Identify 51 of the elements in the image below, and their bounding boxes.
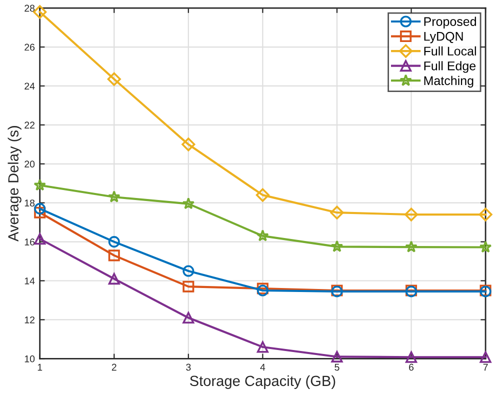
y-tick-label: 24 (24, 82, 35, 90)
point (182, 138, 196, 152)
x-tick-label: 1 (38, 364, 42, 371)
x-tick-label: 4 (260, 364, 266, 371)
y-tick-label: 14 (24, 278, 35, 284)
point (478, 208, 492, 222)
legend-label: LyDQN (424, 32, 463, 44)
x-axis-title: Storage Capacity (GB) (190, 375, 336, 389)
y-tick-label: 18 (24, 200, 35, 206)
y-tick-label: 12 (24, 316, 34, 324)
point (108, 273, 120, 285)
y-tick-label: 22 (24, 122, 34, 128)
point (34, 233, 46, 245)
point (330, 206, 344, 220)
point (108, 236, 120, 248)
point (182, 197, 195, 210)
y-tick-label: 28 (24, 4, 35, 12)
point (34, 202, 46, 214)
point (182, 312, 194, 324)
point (405, 240, 418, 252)
point (182, 265, 194, 277)
legend-label: Matching (424, 76, 474, 88)
point (479, 240, 492, 253)
x-tick-label: 6 (409, 364, 414, 371)
point (256, 341, 268, 353)
point (480, 351, 492, 363)
x-tick-label: 5 (334, 364, 340, 371)
point (34, 206, 46, 218)
point (34, 178, 46, 191)
y-tick-label: 10 (24, 355, 35, 362)
point (107, 72, 121, 86)
point (182, 280, 194, 292)
x-tick-label: 2 (112, 364, 116, 371)
x-tick-label: 3 (186, 364, 191, 371)
point (108, 250, 120, 262)
point (404, 208, 418, 222)
point (330, 240, 344, 252)
point (33, 5, 47, 19)
y-tick-label: 16 (24, 238, 35, 246)
point (108, 190, 120, 202)
point (256, 229, 269, 242)
legend-label: Full Edge (424, 61, 476, 73)
y-tick-label: 26 (24, 44, 35, 51)
y-tick-label: 20 (24, 160, 35, 168)
legend-label: Full Local (424, 46, 476, 56)
x-tick-label: 7 (483, 364, 488, 371)
point (406, 351, 418, 363)
legend-label: Proposed (424, 16, 476, 28)
y-axis-title: Average Delay (s) (8, 126, 22, 242)
point (256, 188, 270, 202)
point (331, 350, 343, 362)
